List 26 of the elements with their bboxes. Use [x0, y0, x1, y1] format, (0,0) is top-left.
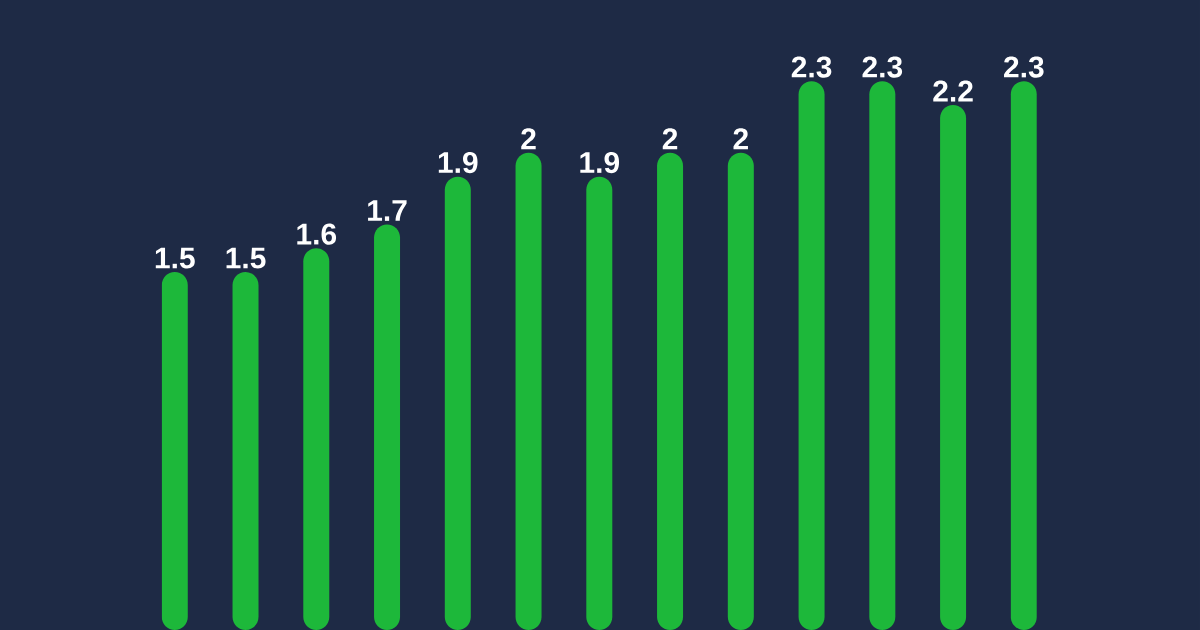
data-label: 1.9 — [580, 151, 620, 174]
data-label: 1.9 — [438, 151, 478, 174]
data-label: 2.3 — [862, 56, 903, 78]
data-label: 2.3 — [791, 56, 832, 78]
bar — [869, 81, 896, 630]
bar — [303, 248, 330, 630]
bar — [657, 152, 684, 630]
data-label: 2.3 — [1004, 56, 1044, 78]
bar — [727, 152, 754, 630]
bar — [444, 176, 471, 630]
bar — [161, 272, 188, 630]
data-label: 1.7 — [368, 200, 407, 221]
bar — [586, 176, 613, 630]
bar — [374, 224, 401, 630]
bar — [515, 152, 542, 630]
bar — [798, 81, 825, 630]
bar — [232, 272, 259, 630]
data-label: 1.5 — [155, 247, 195, 269]
data-label: 1.5 — [226, 247, 266, 269]
bar — [940, 105, 967, 630]
data-label: 2 — [733, 128, 748, 150]
data-label: 2 — [521, 128, 536, 150]
data-label: 1.6 — [297, 223, 337, 245]
data-label: 2.2 — [933, 80, 973, 102]
bar — [1010, 81, 1037, 630]
data-label: 2 — [662, 128, 678, 150]
